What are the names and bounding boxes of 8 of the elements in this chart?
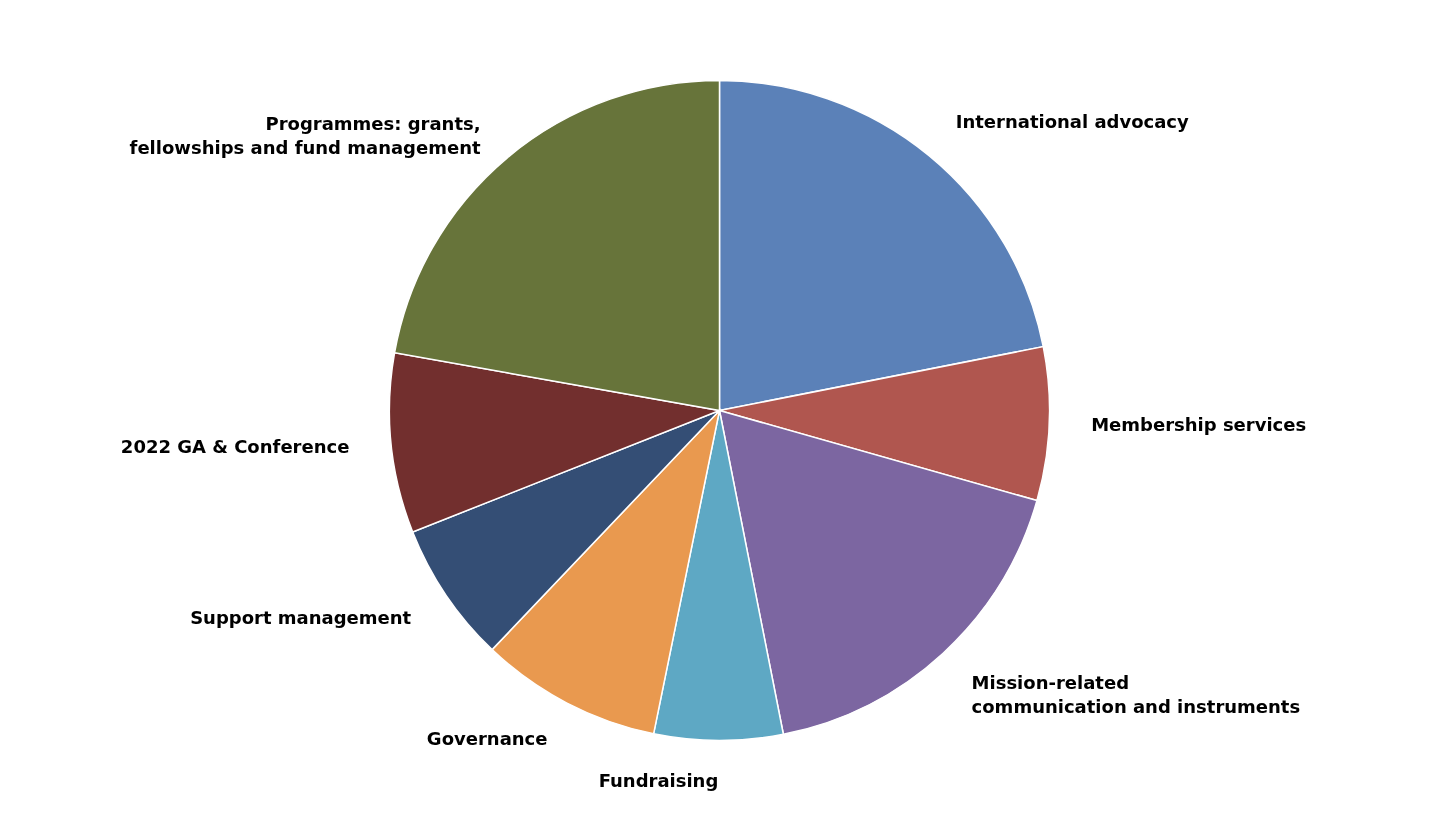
slice-label: Support management bbox=[190, 606, 412, 628]
slice-label: Mission-related communication and instruments bbox=[971, 672, 1301, 718]
slice-label: Membership services bbox=[1091, 413, 1307, 435]
slice-label: Governance bbox=[426, 728, 548, 750]
slice-label: International advocacy bbox=[955, 111, 1190, 133]
slice-label: 2022 GA & Conference bbox=[120, 435, 350, 457]
slice-label: Programmes: grants, fellowships and fund management bbox=[129, 113, 481, 159]
slice-label: Fundraising bbox=[598, 770, 719, 792]
